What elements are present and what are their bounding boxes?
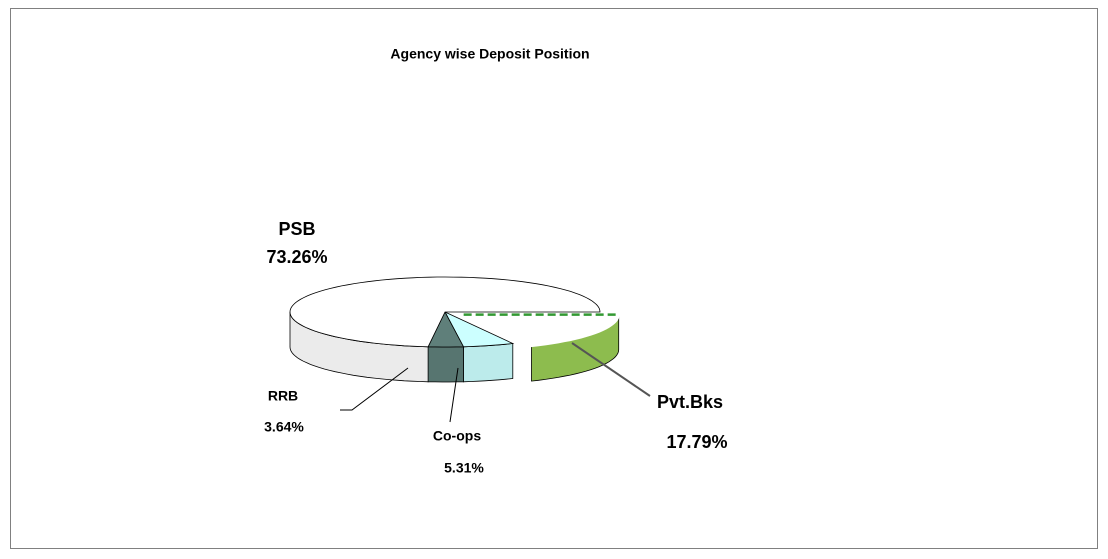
- category-label: Pvt.Bks: [657, 392, 723, 412]
- slice-top: [289, 276, 601, 348]
- value-label: 5.31%: [444, 460, 484, 476]
- category-label: RRB: [268, 388, 298, 404]
- value-label: 3.64%: [264, 419, 304, 435]
- slice-side: [463, 343, 514, 383]
- chart-frame: [10, 8, 1098, 549]
- slice-top: [427, 311, 465, 348]
- category-label: PSB: [278, 219, 315, 239]
- slice-top: [444, 311, 515, 348]
- leader-line: [340, 367, 409, 411]
- leader-line: [449, 367, 459, 423]
- leader-line: [571, 342, 651, 397]
- value-label: 17.79%: [666, 432, 727, 452]
- slice-top: [463, 313, 620, 348]
- category-label: Co-ops: [433, 428, 481, 444]
- value-label: 73.26%: [266, 247, 327, 267]
- slice-side: [427, 346, 464, 383]
- chart-title: Agency wise Deposit Position: [390, 46, 589, 62]
